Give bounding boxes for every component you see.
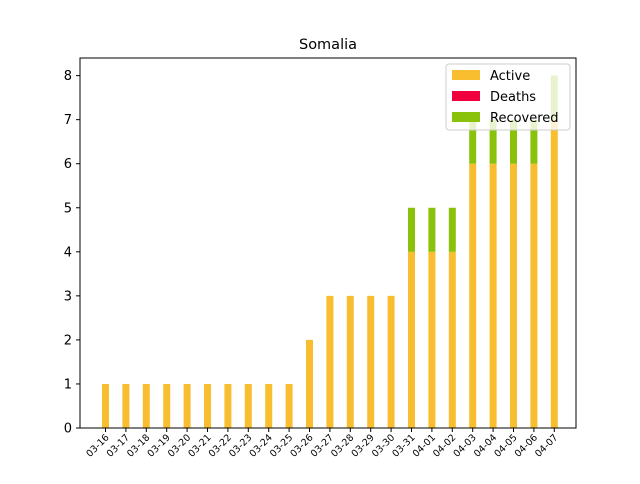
- bar-active-04-04: [489, 163, 497, 428]
- bar-active-03-23: [244, 383, 252, 428]
- x-axis: 03-1603-1703-1803-1903-2003-2103-2203-23…: [84, 428, 560, 460]
- bar-active-04-01: [428, 251, 436, 428]
- y-tick-label: 4: [64, 245, 72, 260]
- legend-swatch-recovered: [452, 112, 480, 122]
- y-tick-label: 3: [64, 289, 72, 304]
- legend-swatch-deaths: [452, 91, 480, 101]
- bar-active-03-17: [122, 383, 130, 428]
- legend-label-recovered: Recovered: [490, 111, 559, 126]
- legend-swatch-active: [452, 70, 480, 80]
- legend-label-active: Active: [490, 69, 530, 84]
- legend-label-deaths: Deaths: [490, 90, 536, 105]
- bar-active-03-19: [163, 383, 171, 428]
- bar-recovered-03-31: [408, 207, 415, 252]
- bar-active-04-05: [510, 163, 517, 428]
- bar-active-03-29: [367, 295, 375, 428]
- bar-recovered-04-03: [469, 119, 477, 164]
- bar-recovered-04-06: [530, 119, 538, 164]
- bar-active-03-31: [408, 251, 415, 428]
- y-tick-label: 5: [64, 201, 72, 216]
- bar-active-03-20: [183, 383, 191, 428]
- y-tick-label: 8: [64, 69, 72, 84]
- bar-active-03-26: [306, 339, 313, 428]
- y-axis: 0 1 2 3 4 5 6 7 8: [64, 69, 80, 437]
- bar-active-03-24: [265, 383, 273, 428]
- y-tick-label: 6: [64, 157, 72, 172]
- bar-active-03-27: [326, 295, 334, 428]
- bar-recovered-04-02: [448, 207, 456, 252]
- legend: Active Deaths Recovered: [445, 63, 571, 131]
- bar-active-03-22: [224, 383, 232, 428]
- bar-active-03-30: [387, 295, 395, 428]
- bar-recovered-04-04: [489, 119, 497, 164]
- x-tick-label: 04-07: [533, 432, 560, 459]
- bar-recovered-04-05: [510, 119, 517, 164]
- bar-active-03-16: [102, 383, 109, 428]
- y-tick-label: 7: [64, 113, 72, 128]
- bar-active-04-02: [448, 251, 456, 428]
- bar-active-04-07: [550, 119, 558, 429]
- chart-title: Somalia: [299, 37, 357, 53]
- bar-active-03-28: [346, 295, 354, 428]
- bar-active-04-06: [530, 163, 538, 428]
- y-tick-label: 1: [64, 377, 72, 392]
- y-tick-label: 2: [64, 333, 72, 348]
- bar-active-03-25: [285, 383, 293, 428]
- bar-active-03-21: [204, 383, 211, 428]
- bar-recovered-04-01: [428, 207, 436, 252]
- bar-active-03-18: [142, 383, 150, 428]
- y-tick-label: 0: [64, 422, 72, 437]
- plot-frame: [79, 57, 577, 429]
- bar-active-04-03: [469, 163, 477, 428]
